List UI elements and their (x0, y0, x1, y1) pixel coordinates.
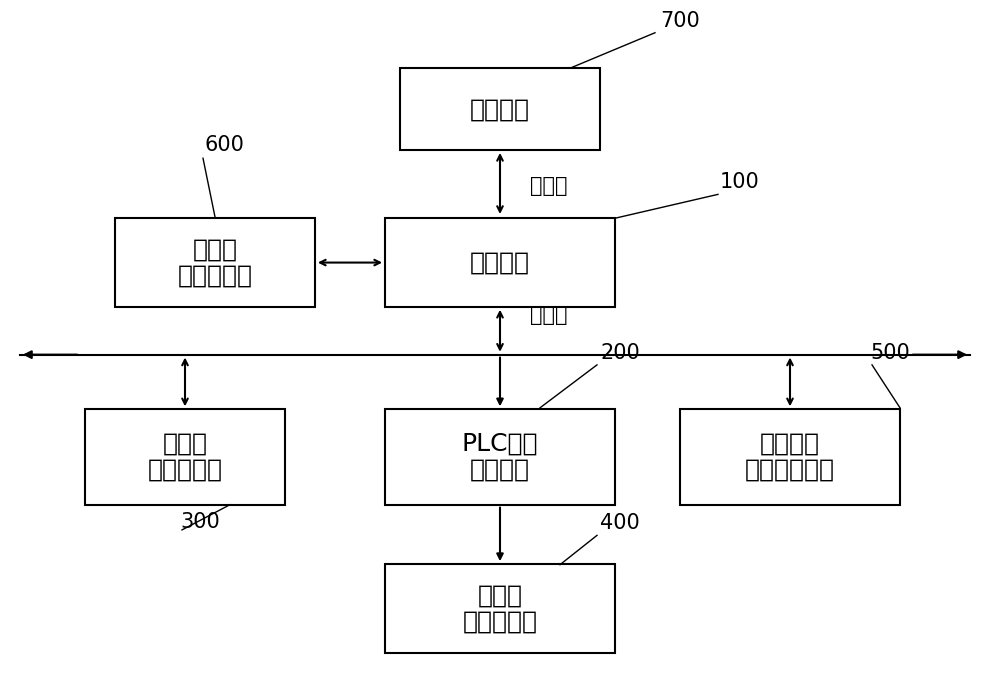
Text: 400: 400 (600, 514, 640, 533)
Text: 采集系统: 采集系统 (760, 432, 820, 456)
Text: 别系统: 别系统 (478, 583, 522, 608)
Bar (400, 68, 600, 150)
Bar (115, 218, 315, 307)
Text: 云服务器: 云服务器 (470, 97, 530, 121)
Bar (680, 409, 900, 505)
Text: 条码扫描管: 条码扫描管 (148, 458, 222, 482)
Text: PLC系统: PLC系统 (462, 432, 538, 456)
Bar (85, 409, 285, 505)
Text: 槽位定位识: 槽位定位识 (462, 609, 538, 634)
Bar (385, 564, 615, 653)
Text: 700: 700 (660, 11, 700, 31)
Text: 局域网: 局域网 (530, 305, 568, 325)
Text: 200: 200 (600, 343, 640, 363)
Bar (385, 409, 615, 505)
Text: 理系统: 理系统 (162, 432, 208, 456)
Bar (385, 218, 615, 307)
Text: 100: 100 (720, 173, 760, 192)
Text: 500: 500 (870, 343, 910, 363)
Text: 生产设备数据: 生产设备数据 (745, 458, 835, 482)
Text: 数据库: 数据库 (192, 237, 238, 262)
Text: 300: 300 (180, 512, 220, 532)
Text: 600: 600 (205, 136, 245, 155)
Text: 行车执行: 行车执行 (470, 458, 530, 482)
Text: 城域网: 城域网 (530, 175, 568, 196)
Text: 本地服务器: 本地服务器 (178, 263, 252, 288)
Text: 工控中心: 工控中心 (470, 250, 530, 275)
